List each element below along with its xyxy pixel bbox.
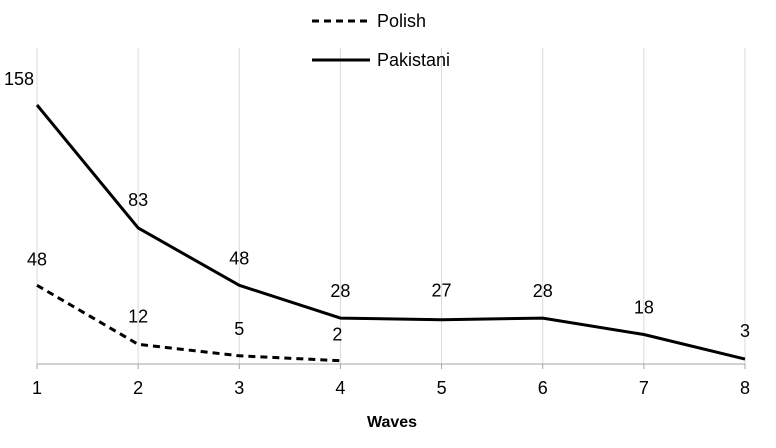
data-label-pakistani-6: 28 bbox=[533, 281, 553, 301]
x-axis-title: Waves bbox=[367, 414, 417, 431]
data-label-pakistani-8: 3 bbox=[740, 321, 750, 341]
legend-label-pakistani: Pakistani bbox=[377, 50, 450, 70]
x-tick-label-8: 8 bbox=[740, 378, 750, 398]
x-axis: 1 2 3 4 5 6 7 8 bbox=[32, 363, 750, 398]
data-label-pakistani-5: 27 bbox=[432, 281, 452, 301]
x-tick-label-5: 5 bbox=[437, 378, 447, 398]
data-label-polish-3: 5 bbox=[234, 319, 244, 339]
x-tick-label-2: 2 bbox=[133, 378, 143, 398]
data-label-pakistani-3: 48 bbox=[229, 248, 249, 268]
x-tick-label-3: 3 bbox=[234, 378, 244, 398]
legend: Polish Pakistani bbox=[312, 11, 450, 70]
series-lines bbox=[35, 104, 746, 363]
data-label-polish-2: 12 bbox=[128, 306, 148, 326]
x-tick-label-7: 7 bbox=[639, 378, 649, 398]
data-labels: 48 12 5 2 158 83 48 28 27 28 18 3 bbox=[4, 69, 750, 345]
data-label-polish-4: 2 bbox=[332, 325, 342, 345]
x-tick-label-1: 1 bbox=[32, 378, 42, 398]
series-line-pakistani bbox=[35, 104, 746, 361]
data-label-pakistani-1: 158 bbox=[4, 69, 34, 89]
data-label-pakistani-2: 83 bbox=[128, 190, 148, 210]
gridlines bbox=[36, 48, 746, 364]
data-label-polish-1: 48 bbox=[27, 249, 47, 269]
x-tick-label-6: 6 bbox=[538, 378, 548, 398]
x-tick-label-4: 4 bbox=[335, 378, 345, 398]
legend-label-polish: Polish bbox=[377, 11, 426, 31]
data-label-pakistani-4: 28 bbox=[330, 281, 350, 301]
series-line-polish bbox=[36, 284, 341, 363]
data-label-pakistani-7: 18 bbox=[634, 297, 654, 317]
